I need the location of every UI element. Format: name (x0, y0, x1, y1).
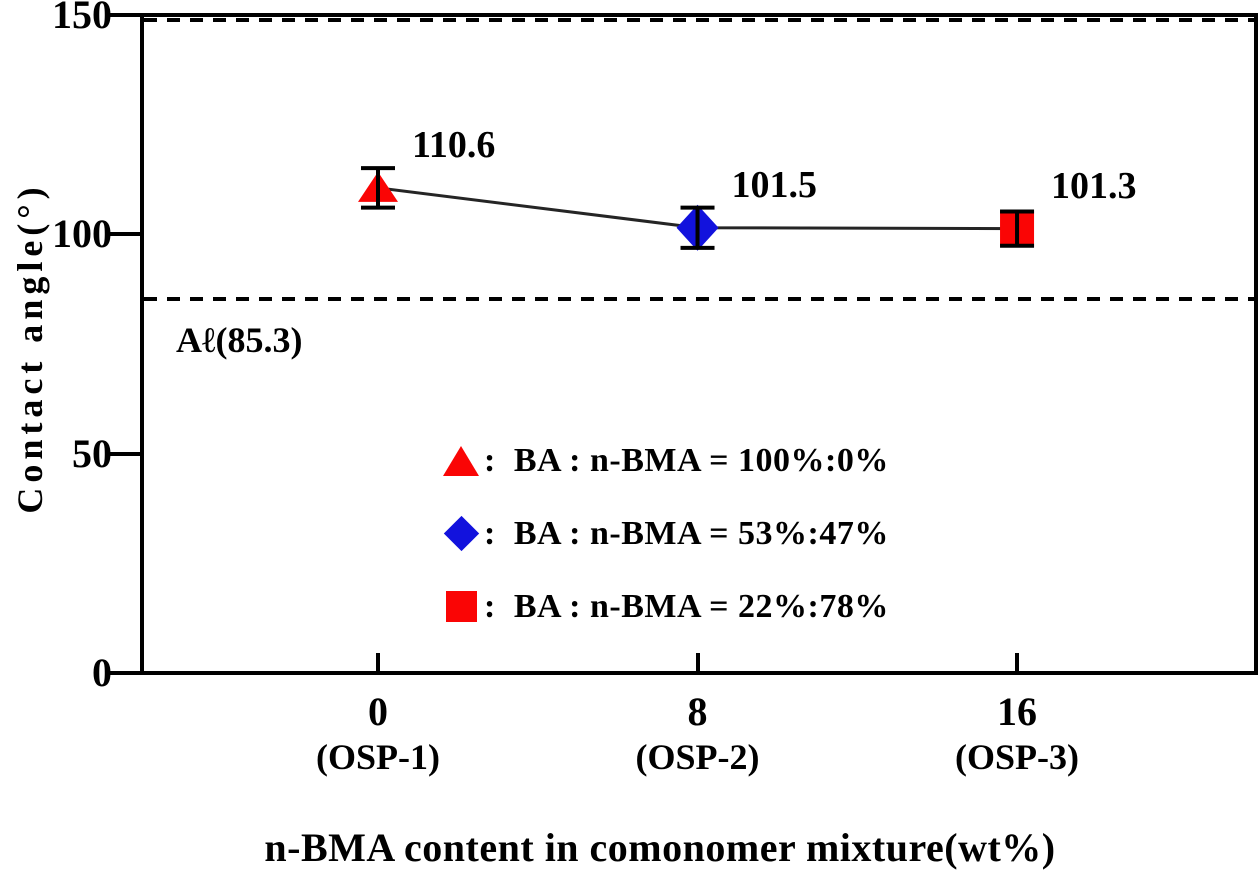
x-tick-sublabel: (OSP-2) (635, 737, 760, 777)
legend-label: : BA : n-BMA = 100%:0% (484, 441, 889, 479)
x-tick-label: 0 (368, 689, 388, 734)
legend-marker-cell (438, 515, 484, 552)
square-icon (445, 591, 477, 622)
y-tick-label: 0 (92, 650, 112, 695)
y-tick (110, 232, 142, 237)
y-tick-label: 100 (52, 211, 112, 257)
x-tick-label: 16 (997, 689, 1038, 734)
reference-line-150 (144, 18, 1256, 22)
x-tick (1015, 653, 1020, 673)
diamond-icon (443, 515, 479, 552)
reference-line-label: Aℓ(85.3) (176, 320, 303, 360)
x-tick (376, 653, 380, 673)
y-tick (110, 671, 142, 675)
plot-area (140, 13, 1258, 675)
y-tick-label: 50 (72, 430, 112, 476)
data-point-label: 110.6 (412, 123, 496, 166)
legend-label: : BA : n-BMA = 22%:78% (484, 587, 889, 625)
x-tick-sublabel: (OSP-3) (955, 737, 1080, 777)
y-tick (110, 451, 142, 456)
x-tick (695, 653, 700, 673)
x-tick-label: 8 (687, 689, 708, 734)
legend: : BA : n-BMA = 100%:0% : BA : n-BMA = 53%… (438, 424, 889, 643)
triangle-icon (443, 445, 479, 476)
legend-label: : BA : n-BMA = 53%:47% (484, 514, 889, 552)
legend-row: : BA : n-BMA = 22%:78% (438, 570, 889, 643)
legend-marker-cell (438, 445, 484, 476)
legend-marker-cell (438, 591, 484, 622)
reference-line-aluminum (144, 297, 1256, 301)
data-point-label: 101.3 (1051, 164, 1137, 207)
legend-row: : BA : n-BMA = 53%:47% (438, 497, 889, 570)
x-axis-title: n-BMA content in comonomer mixture(wt%) (264, 825, 1056, 870)
data-point-label: 101.5 (731, 163, 818, 206)
y-tick-label: 150 (52, 0, 112, 37)
y-tick (110, 13, 142, 17)
legend-row: : BA : n-BMA = 100%:0% (438, 424, 889, 497)
x-tick-sublabel: (OSP-1) (316, 737, 440, 777)
